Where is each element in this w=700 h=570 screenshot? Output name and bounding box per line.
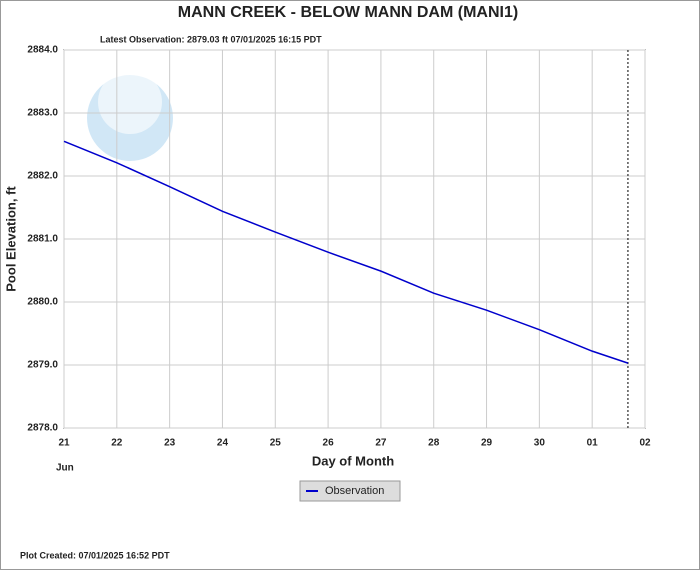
x-sublabel: Jun: [56, 463, 74, 474]
x-axis-label: Day of Month: [312, 453, 394, 468]
x-tick-label: 29: [481, 438, 493, 449]
x-tick-label: 26: [323, 438, 335, 449]
x-tick-label: 28: [428, 438, 440, 449]
subtitle: Latest Observation: 2879.03 ft 07/01/202…: [100, 34, 322, 44]
x-tick-label: 24: [217, 438, 229, 449]
logo: [87, 70, 173, 161]
x-tick-label: 22: [111, 438, 123, 449]
y-tick-label: 2881.0: [27, 234, 58, 245]
y-tick-label: 2882.0: [27, 171, 58, 182]
y-tick-label: 2884.0: [27, 45, 58, 56]
x-tick-label: 02: [639, 438, 651, 449]
y-tick-label: 2878.0: [27, 423, 58, 434]
y-axis-label: Pool Elevation, ft: [3, 186, 18, 292]
series-line: [63, 140, 629, 364]
y-tick-label: 2883.0: [27, 108, 58, 119]
x-tick-label: 23: [164, 438, 176, 449]
legend: [299, 480, 401, 502]
x-tick-label: 30: [534, 438, 546, 449]
legend-label: Observation: [325, 485, 384, 497]
x-tick-label: 21: [58, 438, 70, 449]
footer: Plot Created: 07/01/2025 16:52 PDT: [20, 550, 170, 560]
x-tick-label: 27: [375, 438, 387, 449]
y-tick-label: 2880.0: [27, 297, 58, 308]
y-tick-label: 2879.0: [27, 360, 58, 371]
x-tick-label: 25: [270, 438, 282, 449]
x-tick-label: 01: [587, 438, 599, 449]
chart-title: MANN CREEK - BELOW MANN DAM (MANI1): [178, 4, 518, 21]
